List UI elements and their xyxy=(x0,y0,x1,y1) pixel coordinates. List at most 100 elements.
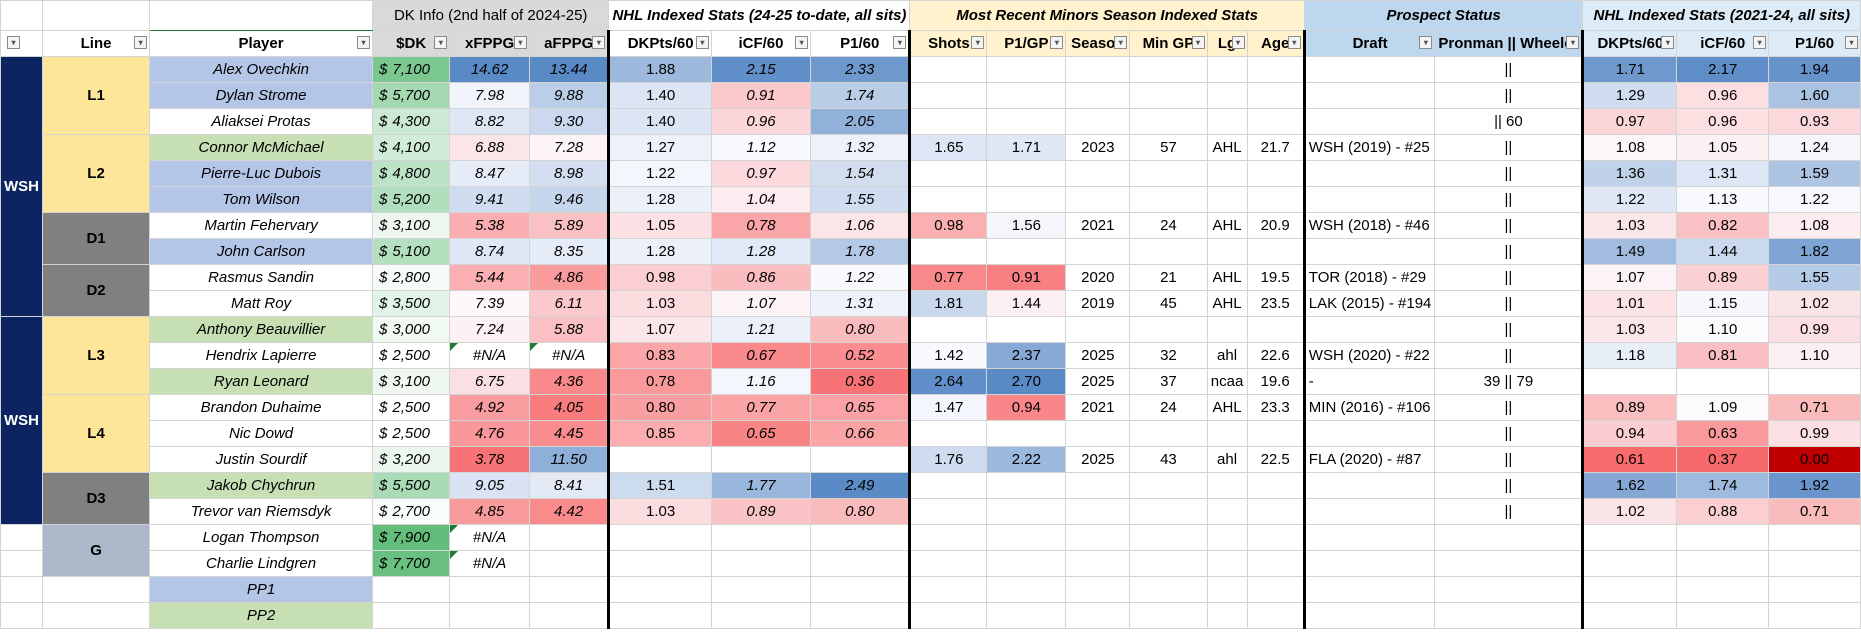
stat-cell-m1[interactable]: 0.77 xyxy=(908,264,988,291)
stat-cell-h1[interactable]: 1.02 xyxy=(1581,498,1678,525)
stat-cell-m3[interactable] xyxy=(1065,160,1131,187)
stat-cell-m2[interactable] xyxy=(986,238,1067,265)
stat-cell-h1[interactable]: 1.36 xyxy=(1581,160,1678,187)
stat-cell-m2[interactable] xyxy=(986,524,1067,551)
stat-cell-m6[interactable] xyxy=(1246,186,1305,213)
stat-cell-p2[interactable]: || xyxy=(1434,160,1584,187)
stat-cell-p1[interactable] xyxy=(1302,160,1436,187)
player-name-cell[interactable]: Tom Wilson xyxy=(149,186,373,213)
column-header-h1[interactable]: DKPts/60 ▾ xyxy=(1581,30,1678,57)
stat-cell-n3[interactable]: 0.36 xyxy=(810,368,911,395)
player-name-cell[interactable]: Jakob Chychrun xyxy=(149,472,373,499)
stat-cell-m2[interactable] xyxy=(986,56,1067,83)
player-name-cell[interactable]: Trevor van Riemsdyk xyxy=(149,498,373,525)
stat-cell-n3[interactable]: 0.66 xyxy=(810,420,911,447)
stat-cell-n2[interactable]: 1.04 xyxy=(710,186,812,213)
stat-cell-h3[interactable] xyxy=(1768,576,1861,603)
stat-cell-n1[interactable] xyxy=(607,446,712,473)
dk-salary-cell[interactable] xyxy=(371,602,451,629)
line-label-cell[interactable]: L4 xyxy=(41,394,151,473)
stat-cell-p2[interactable]: || xyxy=(1434,446,1584,473)
stat-cell-h2[interactable]: 1.74 xyxy=(1676,472,1770,499)
stat-cell-h1[interactable]: 1.03 xyxy=(1581,316,1678,343)
stat-cell-m2[interactable] xyxy=(986,602,1067,629)
stat-cell-m6[interactable] xyxy=(1246,602,1305,629)
stat-cell-m1[interactable]: 1.81 xyxy=(908,290,988,317)
stat-cell-xf[interactable]: 8.82 xyxy=(449,108,530,135)
stat-cell-m6[interactable] xyxy=(1246,160,1305,187)
dk-salary-cell[interactable]: $2,700 xyxy=(371,498,451,525)
stat-cell-h3[interactable]: 0.00 xyxy=(1768,446,1861,473)
column-header-af[interactable]: aFPPG ▾ xyxy=(528,30,610,57)
player-name-cell[interactable]: Nic Dowd xyxy=(149,420,373,447)
stat-cell-m1[interactable] xyxy=(908,472,988,499)
stat-cell-h3[interactable]: 0.99 xyxy=(1768,316,1861,343)
stat-cell-n2[interactable]: 0.97 xyxy=(710,160,812,187)
stat-cell-h2[interactable]: 1.05 xyxy=(1676,134,1770,161)
stat-cell-m5[interactable] xyxy=(1206,186,1248,213)
stat-cell-h3[interactable]: 1.60 xyxy=(1768,82,1861,109)
stat-cell-p1[interactable] xyxy=(1302,472,1436,499)
stat-cell-m1[interactable] xyxy=(908,550,988,577)
stat-cell-m6[interactable] xyxy=(1246,108,1305,135)
stat-cell-h1[interactable]: 1.18 xyxy=(1581,342,1678,369)
stat-cell-af[interactable]: 9.88 xyxy=(528,82,610,109)
column-header-n1[interactable]: DKPts/60 ▾ xyxy=(607,30,712,57)
filter-dropdown-icon[interactable]: ▾ xyxy=(513,36,527,49)
stat-cell-p1[interactable] xyxy=(1302,550,1436,577)
stat-cell-m1[interactable]: 1.47 xyxy=(908,394,988,421)
filter-dropdown-icon[interactable]: ▾ xyxy=(1661,36,1675,49)
column-header-dk[interactable]: $DK ▾ xyxy=(371,30,451,57)
filter-dropdown-icon[interactable]: ▾ xyxy=(971,36,985,49)
stat-cell-m6[interactable]: 23.5 xyxy=(1246,290,1305,317)
stat-cell-h2[interactable]: 1.44 xyxy=(1676,238,1770,265)
filter-dropdown-icon[interactable]: ▾ xyxy=(795,36,809,49)
stat-cell-m3[interactable] xyxy=(1065,498,1131,525)
stat-cell-h3[interactable] xyxy=(1768,524,1861,551)
stat-cell-m6[interactable]: 22.5 xyxy=(1246,446,1305,473)
column-header-player[interactable]: Player ▾ xyxy=(149,30,373,57)
stat-cell-p1[interactable]: WSH (2018) - #46 xyxy=(1302,212,1436,239)
player-name-cell[interactable]: John Carlson xyxy=(149,238,373,265)
stat-cell-h2[interactable]: 1.10 xyxy=(1676,316,1770,343)
stat-cell-h2[interactable]: 0.88 xyxy=(1676,498,1770,525)
filter-dropdown-icon[interactable]: ▾ xyxy=(1114,36,1128,49)
stat-cell-af[interactable]: 7.28 xyxy=(528,134,610,161)
stat-cell-n1[interactable]: 1.51 xyxy=(607,472,712,499)
stat-cell-m3[interactable]: 2023 xyxy=(1065,134,1131,161)
stat-cell-h2[interactable] xyxy=(1676,602,1770,629)
stat-cell-m6[interactable] xyxy=(1246,420,1305,447)
stat-cell-p1[interactable] xyxy=(1302,576,1436,603)
stat-cell-m1[interactable] xyxy=(908,160,988,187)
stat-cell-n3[interactable]: 1.22 xyxy=(810,264,911,291)
stat-cell-h3[interactable]: 1.08 xyxy=(1768,212,1861,239)
stat-cell-n2[interactable]: 2.15 xyxy=(710,56,812,83)
column-header-h2[interactable]: iCF/60 ▾ xyxy=(1676,30,1770,57)
stat-cell-m2[interactable] xyxy=(986,82,1067,109)
line-label-cell[interactable]: G xyxy=(41,524,151,577)
stat-cell-m3[interactable] xyxy=(1065,238,1131,265)
stat-cell-xf[interactable]: #N/A xyxy=(449,524,530,551)
player-name-cell[interactable]: PP2 xyxy=(149,602,373,629)
stat-cell-n1[interactable] xyxy=(607,602,712,629)
stat-cell-h3[interactable]: 1.59 xyxy=(1768,160,1861,187)
column-header-m4[interactable]: Min GP ▾ xyxy=(1129,30,1208,57)
stat-cell-m6[interactable] xyxy=(1246,56,1305,83)
stat-cell-h1[interactable] xyxy=(1581,576,1678,603)
stat-cell-h3[interactable]: 1.24 xyxy=(1768,134,1861,161)
column-header-m5[interactable]: Lg ▾ xyxy=(1206,30,1248,57)
player-name-cell[interactable]: Brandon Duhaime xyxy=(149,394,373,421)
stat-cell-m6[interactable] xyxy=(1246,82,1305,109)
dk-salary-cell[interactable]: $5,700 xyxy=(371,82,451,109)
filter-dropdown-icon[interactable]: ▾ xyxy=(356,36,370,49)
stat-cell-n3[interactable] xyxy=(810,602,911,629)
filter-dropdown-icon[interactable]: ▾ xyxy=(434,36,448,49)
stat-cell-p1[interactable] xyxy=(1302,602,1436,629)
stat-cell-n1[interactable]: 1.28 xyxy=(607,186,712,213)
stat-cell-p2[interactable]: || xyxy=(1434,290,1584,317)
stat-cell-h3[interactable]: 0.99 xyxy=(1768,420,1861,447)
filter-dropdown-icon[interactable]: ▾ xyxy=(592,36,606,49)
stat-cell-h1[interactable] xyxy=(1581,550,1678,577)
stat-cell-h2[interactable]: 1.31 xyxy=(1676,160,1770,187)
stat-cell-p1[interactable] xyxy=(1302,108,1436,135)
